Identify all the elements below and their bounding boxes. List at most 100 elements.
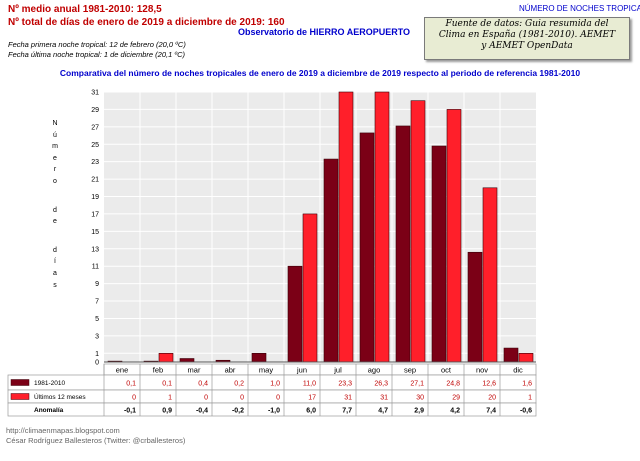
source-line: Clima en España (1981-2010). AEMET xyxy=(438,30,616,40)
data-label: 0,4 xyxy=(198,380,208,387)
y-tick-label: 21 xyxy=(91,177,99,184)
y-axis-label-letter: N xyxy=(52,120,58,127)
y-axis-label-letter: m xyxy=(52,143,58,151)
anomaly-label: 4,2 xyxy=(450,407,460,414)
y-tick-label: 1 xyxy=(95,351,99,358)
bar-1981-2010 xyxy=(251,352,267,363)
bar-last-12-months xyxy=(338,91,354,363)
y-tick-label: 19 xyxy=(91,194,99,201)
data-label: 0 xyxy=(276,394,280,401)
y-axis-label-letter: e xyxy=(53,218,57,226)
y-tick-label: 13 xyxy=(91,246,99,253)
data-label: 20 xyxy=(488,394,496,401)
anomaly-label: 7,4 xyxy=(486,407,496,414)
y-tick-label: 7 xyxy=(95,299,99,306)
x-tick-label: ago xyxy=(368,366,381,375)
x-tick-label: abr xyxy=(225,366,236,375)
source-line: Fuente de datos: Guia resumida del xyxy=(445,19,609,29)
legend-label-1981-2010: 1981-2010 xyxy=(34,380,65,387)
data-label: 1 xyxy=(528,394,532,401)
y-axis-label-letter: d xyxy=(53,206,57,214)
bar-1981-2010 xyxy=(323,158,339,363)
chart-title: Comparativa del número de noches tropica… xyxy=(59,68,581,78)
data-source-box: Fuente de datos: Guia resumida del Clima… xyxy=(424,17,630,60)
source-line: y AEMET OpenData xyxy=(481,41,573,51)
y-tick-label: 31 xyxy=(91,90,99,97)
anomaly-label: -0,6 xyxy=(520,407,532,414)
data-label: 12,6 xyxy=(482,380,496,387)
bar-1981-2010 xyxy=(467,251,483,363)
data-label: 30 xyxy=(416,394,424,401)
y-axis-label-letter: s xyxy=(53,281,57,289)
data-label: 29 xyxy=(452,394,460,401)
anomaly-label: -0,4 xyxy=(196,407,208,414)
bar-1981-2010 xyxy=(395,125,411,363)
x-tick-label: ene xyxy=(116,366,129,375)
y-tick-label: 25 xyxy=(91,142,99,149)
first-tropical-night: Fecha primera noche tropical: 12 de febr… xyxy=(8,40,186,49)
bar-last-12-months xyxy=(482,187,498,363)
anomaly-label: 2,9 xyxy=(414,407,424,414)
x-tick-label: jun xyxy=(296,366,307,375)
y-tick-label: 15 xyxy=(91,229,99,236)
data-label: 0,2 xyxy=(234,380,244,387)
data-label: 24,8 xyxy=(446,380,460,387)
y-tick-label: 17 xyxy=(91,211,99,218)
x-tick-label: feb xyxy=(153,366,163,375)
data-label: 17 xyxy=(308,394,316,401)
bar-1981-2010 xyxy=(359,132,375,363)
x-tick-label: may xyxy=(259,366,273,375)
data-label: 27,1 xyxy=(410,380,424,387)
legend-swatch-last-12-months xyxy=(10,393,30,400)
bar-last-12-months xyxy=(374,91,390,363)
data-label: 1 xyxy=(168,394,172,401)
data-label: 1,0 xyxy=(270,380,280,387)
total-days-stat: Nº total de días de enero de 2019 a dici… xyxy=(8,17,285,28)
bar-last-12-months xyxy=(158,352,174,363)
x-tick-label: nov xyxy=(476,366,488,375)
x-tick-label: dic xyxy=(513,366,523,375)
observatory-name: Observatorio de HIERRO AEROPUERTO xyxy=(238,27,411,37)
y-tick-label: 29 xyxy=(91,107,99,114)
data-label: 11,0 xyxy=(303,380,316,387)
y-tick-label: 23 xyxy=(91,159,99,166)
y-tick-label: 9 xyxy=(95,281,99,288)
bar-1981-2010 xyxy=(431,145,447,363)
y-tick-label: 11 xyxy=(92,264,99,271)
data-label: 0 xyxy=(240,394,244,401)
bar-last-12-months xyxy=(446,109,462,363)
anomaly-row-label: Anomalía xyxy=(34,407,64,414)
mean-annual-stat: Nº medio anual 1981-2010: 128,5 xyxy=(8,4,162,15)
data-label: 0 xyxy=(132,394,136,401)
y-tick-label: 3 xyxy=(95,333,99,340)
y-axis-label-letter: o xyxy=(53,177,57,185)
anomaly-label: 0,9 xyxy=(162,407,172,414)
bar-1981-2010 xyxy=(287,265,303,363)
chart-name: NÚMERO DE NOCHES TROPICALES xyxy=(519,4,640,13)
x-tick-label: mar xyxy=(188,366,201,375)
bar-1981-2010 xyxy=(179,358,195,363)
y-axis-label-letter: í xyxy=(54,258,56,266)
data-label: 1,6 xyxy=(522,380,532,387)
data-label: 31 xyxy=(380,394,388,401)
data-label: 31 xyxy=(344,394,352,401)
bar-last-12-months xyxy=(410,100,426,363)
y-axis-label-letter: d xyxy=(53,246,57,254)
blog-url: http://climaenmapas.blogspot.com xyxy=(6,426,120,435)
bar-last-12-months xyxy=(518,352,534,363)
x-tick-label: jul xyxy=(333,366,342,375)
last-tropical-night: Fecha última noche tropical: 1 de diciem… xyxy=(8,50,185,59)
legend-label-last-12-months: Últimos 12 meses xyxy=(34,392,86,401)
data-label: 0,1 xyxy=(162,380,172,387)
anomaly-label: 7,7 xyxy=(342,407,352,414)
data-label: 26,3 xyxy=(374,380,388,387)
legend-swatch-1981-2010 xyxy=(10,379,30,386)
y-axis-label-letter: e xyxy=(53,154,57,162)
anomaly-label: -0,2 xyxy=(232,407,244,414)
x-tick-label: sep xyxy=(404,366,416,375)
data-label: 23,3 xyxy=(338,380,352,387)
bar-last-12-months xyxy=(302,213,318,363)
y-axis-label-letter: a xyxy=(53,269,57,277)
